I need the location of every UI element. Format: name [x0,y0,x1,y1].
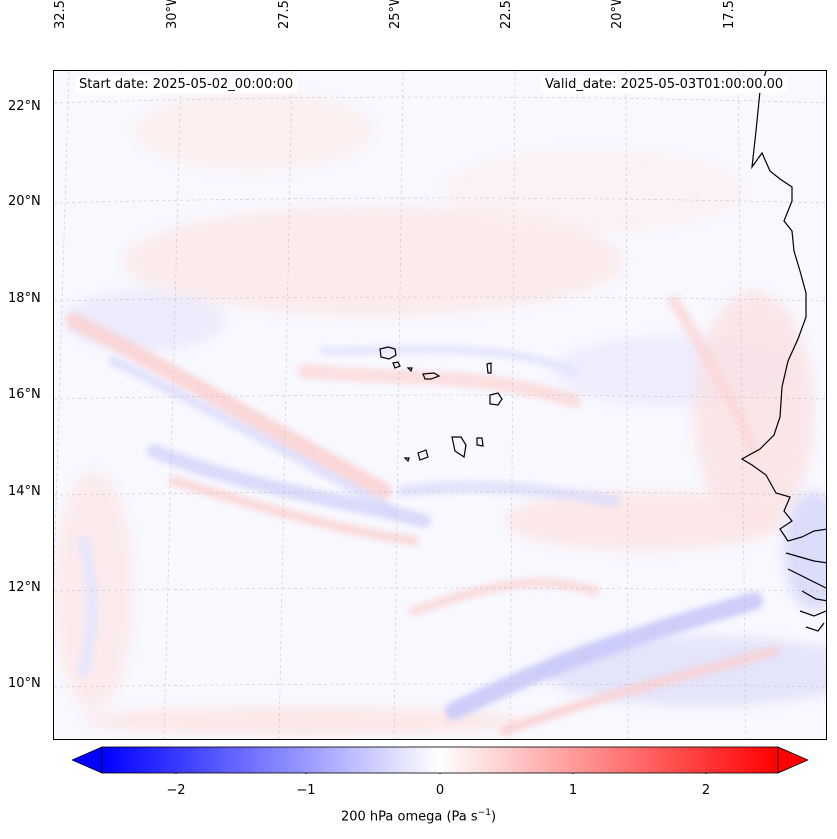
lon-label-25w: 25°W [388,0,403,29]
lat-label-20n: 20°N [8,194,41,209]
lon-label-20w: 20°W [610,0,625,29]
colorbar-tick-1: 1 [568,783,578,798]
omega-streaks [66,295,779,736]
colorbar-tick-neg1: −1 [296,783,316,798]
lon-label-27-5w: 27.5°W [277,0,292,29]
colorbar-title-main: 200 hPa omega (Pa s [340,809,478,825]
start-date-label: Start date: 2025-05-02_00:00:00 [75,76,298,93]
lon-label-30w: 30°W [165,0,180,29]
colorbar-tick-0: 0 [435,783,445,798]
colorbar-min-extend [70,746,103,774]
lon-label-17-5w: 17.5°W [722,0,737,29]
colorbar-tick-neg2: −2 [166,783,186,798]
lat-label-10n: 10°N [8,676,41,691]
lon-label-32-5w: 32.5°W [53,0,68,29]
colorbar-title-end: ) [490,809,497,825]
colorbar-title-unit-exponent: −1 [477,808,491,818]
gridlines [54,71,826,739]
colorbar-title: 200 hPa omega (Pa s−1) [0,808,837,824]
lat-label-22n: 22°N [8,99,41,114]
lat-label-12n: 12°N [8,580,41,595]
lon-label-22-5w: 22.5°W [499,0,514,29]
colorbar-max-extend [777,746,810,774]
colorbar-gradient [101,746,779,774]
lat-label-18n: 18°N [8,291,41,306]
omega-field [54,71,826,739]
west-africa-coastline [740,71,826,632]
colorbar [70,746,810,778]
valid-date-label: Valid_date: 2025-05-03T01:00:00.00 [541,76,788,93]
cape-verde-islands [379,346,503,463]
omega-map [53,70,827,740]
lat-label-16n: 16°N [8,387,41,402]
colorbar-tick-2: 2 [701,783,711,798]
lat-label-14n: 14°N [8,484,41,499]
